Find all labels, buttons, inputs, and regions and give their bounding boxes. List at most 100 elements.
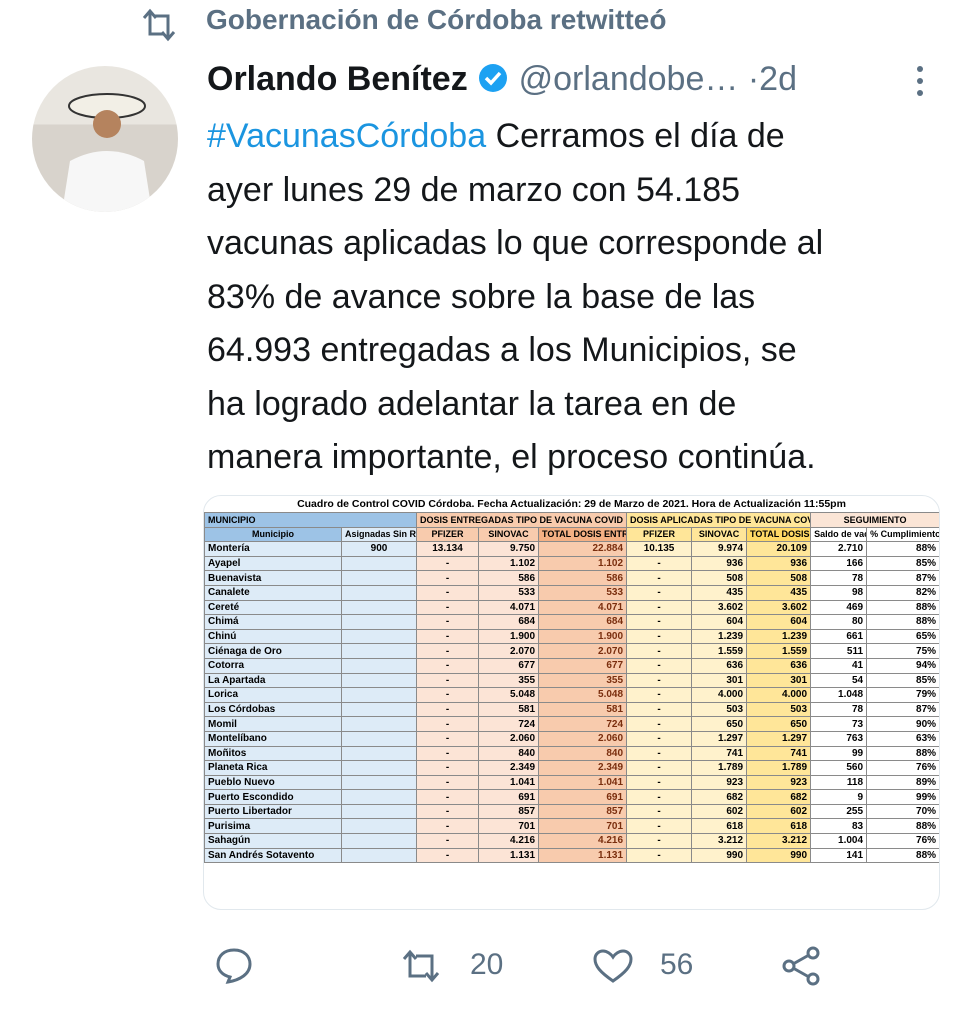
- author-name[interactable]: Orlando Benítez: [207, 60, 468, 98]
- table-cell: 701: [538, 818, 628, 835]
- table-cell: Buenavista: [204, 570, 342, 586]
- table-cell: 78: [810, 570, 868, 586]
- text-line: manera importante, el proceso continúa.: [207, 431, 823, 485]
- table-cell: [340, 803, 418, 820]
- table-cell: 301: [691, 672, 748, 689]
- table-cell: -: [626, 672, 693, 689]
- table-cell: 618: [691, 818, 748, 835]
- table-cell: [340, 701, 418, 718]
- table-cell: -: [626, 760, 693, 776]
- table-cell: 650: [746, 716, 812, 732]
- table-cell: 923: [691, 774, 748, 791]
- column-header: TOTAL DOSIS ENTREGADA: [538, 526, 628, 543]
- table-cell: 857: [538, 803, 628, 820]
- table-cell: Puerto Escondido: [204, 789, 342, 805]
- text-line: 64.993 entregadas a los Municipios, se: [207, 324, 823, 378]
- table-cell: 4.216: [538, 833, 628, 849]
- table-row: Sahagún -4.216 4.216-3.212 3.212 1.004 76%: [204, 833, 939, 849]
- table-row: Chinú -1.900 1.900-1.239 1.239 661 65%: [204, 628, 939, 645]
- share-button[interactable]: [780, 944, 824, 988]
- like-button[interactable]: [592, 948, 634, 984]
- separator: ·: [747, 60, 760, 98]
- table-cell: 840: [538, 745, 628, 762]
- table-cell: 2.060: [538, 730, 628, 747]
- table-cell: [340, 555, 418, 572]
- table-cell: 85%: [866, 555, 939, 572]
- table-cell: 90%: [866, 716, 939, 732]
- reply-button[interactable]: [214, 946, 254, 986]
- table-cell: 508: [746, 570, 812, 586]
- table-cell: [340, 847, 418, 864]
- column-header: % Cumplimiento vacunación: [866, 526, 939, 543]
- table-cell: 166: [810, 555, 868, 572]
- table-cell: Planeta Rica: [204, 760, 342, 776]
- text: vacunas aplicadas lo que corresponde al: [207, 224, 824, 262]
- table-cell: 88%: [866, 614, 939, 630]
- table-cell: 1.297: [746, 730, 812, 747]
- attached-image[interactable]: Cuadro de Control COVID Córdoba. Fecha A…: [203, 495, 940, 910]
- table-cell: -: [416, 701, 480, 718]
- table-cell: 80: [810, 614, 868, 630]
- table-row: Buenavista -586 586-508 508 78 87%: [204, 570, 939, 586]
- table-row: Canalete -533 533-435 435 98 82%: [204, 584, 939, 601]
- avatar[interactable]: [32, 66, 178, 212]
- table-cell: -: [626, 584, 693, 601]
- table-cell: 684: [478, 614, 540, 630]
- table-cell: -: [626, 847, 693, 864]
- table-cell: 533: [478, 584, 540, 601]
- table-cell: 41: [810, 657, 868, 674]
- table-cell: -: [416, 774, 480, 791]
- table-cell: 636: [691, 657, 748, 674]
- table-cell: [340, 672, 418, 689]
- table-cell: -: [416, 847, 480, 864]
- retweet-button[interactable]: [398, 948, 444, 984]
- table-cell: -: [626, 818, 693, 835]
- table-cell: 99: [810, 745, 868, 762]
- table-cell: 581: [538, 701, 628, 718]
- column-header: SINOVAC: [691, 526, 748, 543]
- table-cell: 682: [746, 789, 812, 805]
- table-cell: -: [416, 555, 480, 572]
- verified-badge: [479, 64, 508, 92]
- more-menu[interactable]: [908, 62, 932, 102]
- table-cell: 602: [691, 803, 748, 820]
- table-cell: 2.710: [810, 541, 868, 557]
- table-cell: -: [416, 818, 480, 835]
- table-cell: 990: [691, 847, 748, 864]
- table-cell: [340, 570, 418, 586]
- table-cell: 741: [746, 745, 812, 762]
- table-row: Puerto Libertador -857 857-602 602 255 70%: [204, 803, 939, 820]
- table-cell: 73: [810, 716, 868, 732]
- table-cell: [340, 774, 418, 791]
- table-cell: 78: [810, 701, 868, 718]
- table-cell: [340, 789, 418, 805]
- table-cell: 118: [810, 774, 868, 791]
- table-cell: -: [626, 745, 693, 762]
- text: ayer lunes 29 de marzo con 54.185: [207, 170, 741, 209]
- table-cell: 724: [478, 716, 540, 732]
- table-cell: 511: [810, 643, 868, 659]
- table-cell: 98: [810, 584, 868, 601]
- table-cell: 83: [810, 818, 868, 835]
- table-cell: Montería: [204, 541, 342, 557]
- table-cell: 22.884: [538, 541, 628, 557]
- text: Cerramos el día de: [495, 117, 785, 155]
- table-row: Purisima -701 701-618 618 83 88%: [204, 818, 939, 835]
- table-cell: -: [416, 687, 480, 703]
- table-cell: -: [416, 672, 480, 689]
- column-header: Asignadas Sin Retiro: [340, 526, 418, 543]
- table-cell: [340, 628, 418, 645]
- table-cell: 63%: [866, 730, 939, 747]
- group-header: DOSIS APLICADAS TIPO DE VACUNA COVID: [626, 512, 812, 528]
- table-cell: 1.041: [538, 774, 628, 791]
- table-cell: 13.134: [416, 541, 480, 557]
- table-cell: 9: [810, 789, 868, 805]
- hashtag[interactable]: #VacunasCórdoba: [207, 117, 487, 155]
- table-cell: 560: [810, 760, 868, 776]
- table-cell: 586: [478, 570, 540, 586]
- table-cell: 10.135: [626, 541, 693, 557]
- table-cell: -: [416, 657, 480, 674]
- table-cell: 76%: [866, 760, 939, 776]
- table-cell: Puerto Libertador: [204, 803, 342, 820]
